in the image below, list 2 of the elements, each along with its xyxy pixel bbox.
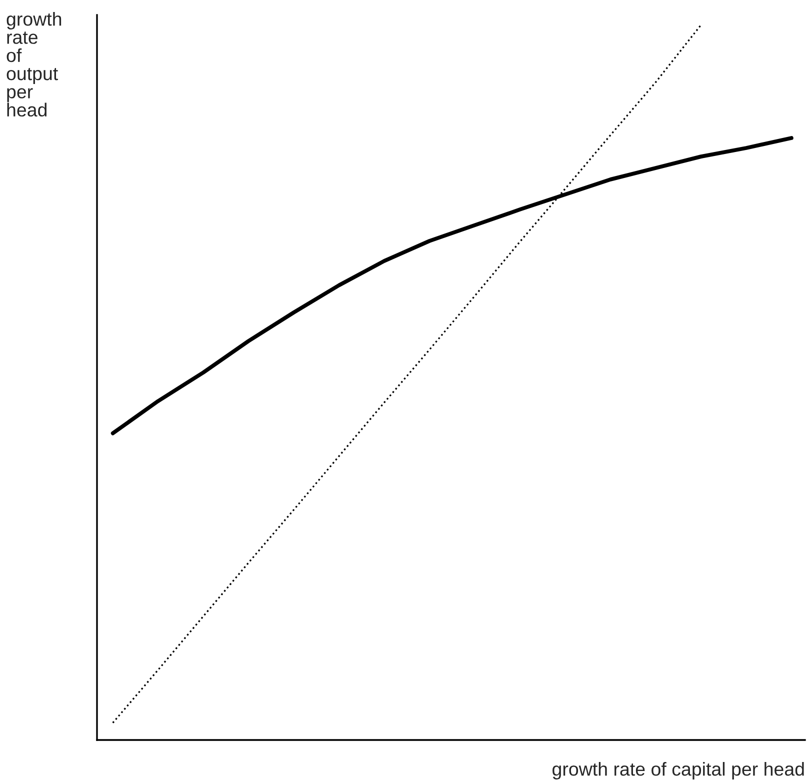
y-axis-title: growth rate of output per head [6,12,62,117]
x-axis-title: growth rate of capital per head [552,762,804,780]
